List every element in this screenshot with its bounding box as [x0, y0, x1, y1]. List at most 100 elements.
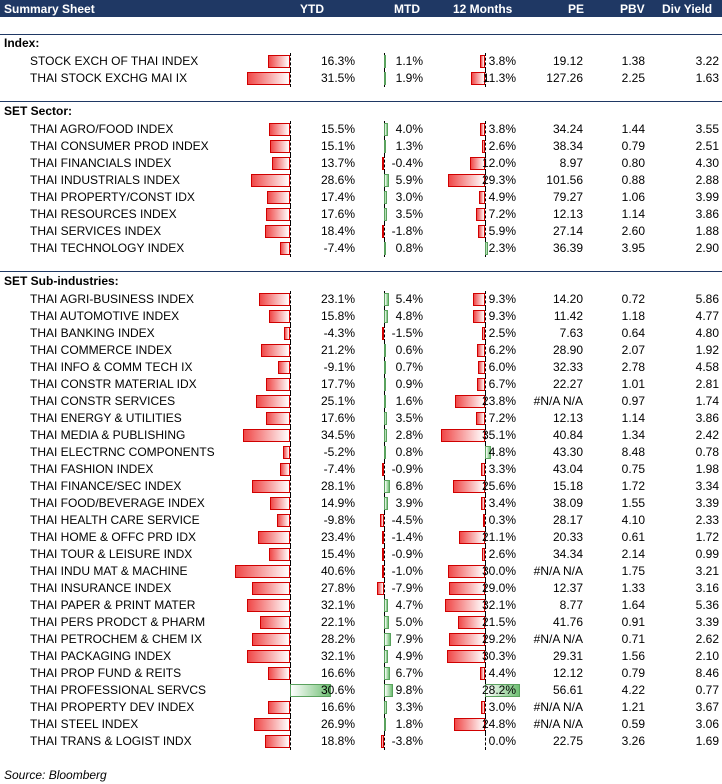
- dy-value: 4.58: [695, 360, 719, 374]
- table-row[interactable]: THAI HOME & OFFC PRD IDX 23.4% -1.4% 21.1% 2…: [0, 529, 722, 546]
- m12-axis-line: [485, 325, 486, 342]
- pe-value: 34.34: [552, 547, 583, 561]
- dy-value: 4.77: [695, 309, 719, 323]
- table-row[interactable]: THAI TRANS & LOGIST INDX 18.8% -3.8% 0.0% 22…: [0, 733, 722, 750]
- pbv-value: 0.59: [621, 717, 645, 731]
- table-row[interactable]: THAI ELECTRNC COMPONENTS -5.2% 0.8% 4.8% 43.…: [0, 444, 722, 461]
- table-row[interactable]: THAI CONSTR MATERIAL IDX 17.7% 0.9% 6.7% 22.…: [0, 376, 722, 393]
- mtd-bar: [384, 123, 388, 136]
- ytd-bar: [280, 463, 290, 476]
- m12-value: 2.6%: [488, 547, 516, 561]
- ytd-bar: [290, 684, 332, 697]
- table-row[interactable]: THAI BANKING INDEX -4.3% -1.5% 2.5% 7.63 0.64…: [0, 325, 722, 342]
- table-row[interactable]: THAI SERVICES INDEX 18.4% -1.8% 5.9% 27.14 2.…: [0, 223, 722, 240]
- ytd-bar: [284, 327, 290, 340]
- dy-value: 2.42: [695, 428, 719, 442]
- col-header-12m[interactable]: 12 Months: [453, 2, 513, 16]
- mtd-value: 7.9%: [395, 632, 423, 646]
- ytd-bar: [269, 497, 290, 510]
- table-row[interactable]: THAI MEDIA & PUBLISHING 34.5% 2.8% 35.1% 40.…: [0, 427, 722, 444]
- dy-value: 3.16: [695, 581, 719, 595]
- table-row[interactable]: THAI CONSTR SERVICES 25.1% 1.6% 23.8% #N/A N…: [0, 393, 722, 410]
- m12-bar: [480, 463, 485, 476]
- mtd-bar: [384, 616, 389, 629]
- col-header-mtd[interactable]: MTD: [394, 2, 420, 16]
- mtd-axis-line: [384, 155, 385, 172]
- mtd-value: 4.7%: [395, 598, 423, 612]
- table-row[interactable]: THAI CONSUMER PROD INDEX 15.1% 1.3% 2.6% 38.…: [0, 138, 722, 155]
- pbv-value: 4.10: [621, 513, 645, 527]
- pbv-value: 1.44: [621, 122, 645, 136]
- table-row[interactable]: THAI PROFESSIONAL SERVCS 30.6% 9.8% 28.2% 56…: [0, 682, 722, 699]
- m12-value: 5.9%: [488, 224, 516, 238]
- pbv-value: 1.14: [621, 411, 645, 425]
- table-row[interactable]: THAI PACKAGING INDEX 32.1% 4.9% 30.3% 29.31 1…: [0, 648, 722, 665]
- table-row[interactable]: THAI PAPER & PRINT MATER 32.1% 4.7% 32.1% 8.…: [0, 597, 722, 614]
- col-header-div-yield[interactable]: Div Yield: [662, 2, 713, 16]
- table-row[interactable]: THAI TOUR & LEISURE INDX 15.4% -0.9% 2.6% 34…: [0, 546, 722, 563]
- ytd-value: 32.1%: [320, 598, 355, 612]
- table-row[interactable]: THAI FOOD/BEVERAGE INDEX 14.9% 3.9% 3.4% 38.…: [0, 495, 722, 512]
- mtd-axis-line: [384, 512, 385, 529]
- table-row[interactable]: STOCK EXCH OF THAI INDEX 16.3% 1.1% 3.8% 19.…: [0, 53, 722, 70]
- table-row[interactable]: THAI INFO & COMM TECH IX -9.1% 0.7% 6.0% 32.…: [0, 359, 722, 376]
- table-row[interactable]: THAI AGRI-BUSINESS INDEX 23.1% 5.4% 9.3% 14.…: [0, 291, 722, 308]
- table-row[interactable]: THAI TECHNOLOGY INDEX -7.4% 0.8% 2.3% 36.39 3…: [0, 240, 722, 257]
- table-row[interactable]: THAI INDUSTRIALS INDEX 28.6% 5.9% 29.3% 101.…: [0, 172, 722, 189]
- m12-value: 28.2%: [481, 683, 516, 697]
- dy-value: 3.21: [695, 564, 719, 578]
- ytd-value: 28.2%: [320, 632, 355, 646]
- m12-bar: [479, 667, 485, 680]
- pe-value: 7.63: [559, 326, 583, 340]
- table-row[interactable]: THAI PETROCHEM & CHEM IX 28.2% 7.9% 29.2% #N…: [0, 631, 722, 648]
- index-name: THAI FINANCIALS INDEX: [30, 156, 172, 170]
- table-row[interactable]: THAI RESOURCES INDEX 17.6% 3.5% 7.2% 12.13 1.…: [0, 206, 722, 223]
- ytd-axis-line: [290, 512, 291, 529]
- m12-bar: [448, 174, 485, 187]
- table-row[interactable]: THAI PROPERTY DEV INDEX 16.6% 3.3% 3.0% #N/A…: [0, 699, 722, 716]
- ytd-bar: [246, 599, 290, 612]
- index-name: THAI AUTOMOTIVE INDEX: [30, 309, 180, 323]
- m12-value: 7.2%: [488, 207, 516, 221]
- m12-bar: [485, 684, 521, 697]
- ytd-value: 15.8%: [320, 309, 355, 323]
- table-row[interactable]: THAI PROP FUND & REITS 16.6% 6.7% 4.4% 12.12…: [0, 665, 722, 682]
- pe-value: 22.27: [552, 377, 583, 391]
- m12-value: 29.0%: [481, 581, 516, 595]
- table-row[interactable]: THAI HEALTH CARE SERVICE -9.8% -4.5% 0.3% 28…: [0, 512, 722, 529]
- table-row[interactable]: THAI COMMERCE INDEX 21.2% 0.6% 6.2% 28.90 2.0…: [0, 342, 722, 359]
- ytd-bar: [243, 429, 290, 442]
- col-header-ytd[interactable]: YTD: [300, 2, 324, 16]
- col-header-pbv[interactable]: PBV: [620, 2, 645, 16]
- mtd-bar: [382, 157, 384, 170]
- table-row[interactable]: THAI PROPERTY/CONST IDX 17.4% 3.0% 4.9% 79.2…: [0, 189, 722, 206]
- index-name: THAI INDUSTRIALS INDEX: [30, 173, 181, 187]
- col-header-pe[interactable]: PE: [568, 2, 585, 16]
- ytd-axis-line: [290, 410, 291, 427]
- table-row[interactable]: THAI INSURANCE INDEX 27.8% -7.9% 29.0% 12.37…: [0, 580, 722, 597]
- dy-value: 3.67: [695, 700, 719, 714]
- m12-value: 3.3%: [488, 462, 516, 476]
- pbv-value: 2.07: [621, 343, 645, 357]
- table-row[interactable]: THAI STOCK EXCHG MAI IX 31.5% 1.9% 11.3% 127…: [0, 70, 722, 87]
- table-row[interactable]: THAI FINANCE/SEC INDEX 28.1% 6.8% 25.6% 15.1…: [0, 478, 722, 495]
- m12-value: 29.2%: [481, 632, 516, 646]
- table-row[interactable]: THAI AUTOMOTIVE INDEX 15.8% 4.8% 9.3% 11.42 1…: [0, 308, 722, 325]
- ytd-axis-line: [290, 155, 291, 172]
- m12-axis-line: [485, 478, 486, 495]
- table-row[interactable]: THAI STEEL INDEX 26.9% 1.8% 24.8% #N/A N/A 0.…: [0, 716, 722, 733]
- m12-bar: [478, 191, 485, 204]
- pbv-value: 1.01: [621, 377, 645, 391]
- ytd-axis-line: [290, 529, 291, 546]
- mtd-value: 0.7%: [395, 360, 423, 374]
- table-row[interactable]: THAI FASHION INDEX -7.4% -0.9% 3.3% 43.04 0.7…: [0, 461, 722, 478]
- table-row[interactable]: THAI PERS PRODCT & PHARM 22.1% 5.0% 21.5% 41…: [0, 614, 722, 631]
- m12-bar: [483, 514, 485, 527]
- mtd-value: 5.9%: [395, 173, 423, 187]
- m12-value: 3.0%: [488, 700, 516, 714]
- table-row[interactable]: THAI INDU MAT & MACHINE 40.6% -1.0% 30.0% #N…: [0, 563, 722, 580]
- table-row[interactable]: THAI ENERGY & UTILITIES 17.6% 3.5% 7.2% 12.1…: [0, 410, 722, 427]
- table-row[interactable]: THAI FINANCIALS INDEX 13.7% -0.4% 12.0% 8.97…: [0, 155, 722, 172]
- mtd-value: -1.4%: [391, 530, 423, 544]
- table-row[interactable]: THAI AGRO/FOOD INDEX 15.5% 4.0% 3.8% 34.24 1.…: [0, 121, 722, 138]
